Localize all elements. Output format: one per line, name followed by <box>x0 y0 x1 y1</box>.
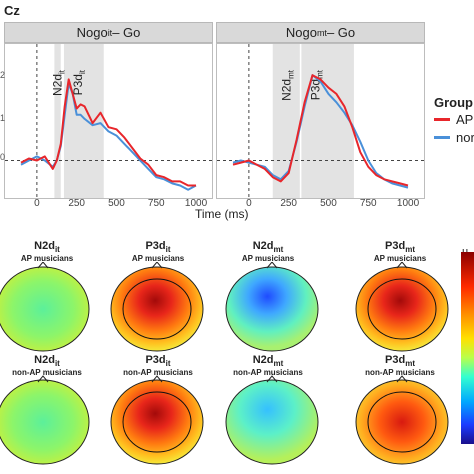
x-tick-label: 750 <box>147 198 165 209</box>
x-tick-label: 500 <box>320 198 337 209</box>
topo-title: P3dit <box>145 354 171 369</box>
topomap <box>0 375 90 465</box>
topomap <box>0 262 90 352</box>
topo-title: P3dmt <box>385 354 415 369</box>
x-tick-label: 250 <box>68 198 85 209</box>
strip-main: Nogo <box>285 25 317 40</box>
topo-title: N2dmt <box>252 354 284 369</box>
strip-sub: mt <box>316 27 327 38</box>
legend-item-ap: AP <box>434 112 473 127</box>
topo-subtitle: AP musicians <box>241 254 295 263</box>
y-tick-label: 2 <box>0 70 6 80</box>
topo-subtitle: AP musicians <box>131 254 185 263</box>
strip-tail: – Go <box>112 25 141 40</box>
legend-label: AP <box>456 112 474 127</box>
strip-main: Nogo <box>76 25 108 40</box>
legend-label: nor <box>456 130 474 145</box>
series-line-ap <box>20 78 196 187</box>
electrode-label: Cz <box>4 3 20 18</box>
topo-title: P3dit <box>145 240 171 255</box>
component-label: N2dmt <box>279 69 295 101</box>
erp-plot-mt: N2dmt P3dmt <box>217 44 424 198</box>
legend-swatch <box>434 118 450 121</box>
x-axis-label: Time (ms) <box>195 207 249 221</box>
x-tick-label: 0 <box>34 198 40 209</box>
erp-panel-it: N2dit P3dit <box>4 43 213 199</box>
topomap <box>355 375 449 465</box>
y-tick-label: 1 <box>0 113 6 123</box>
legend-swatch <box>434 136 450 139</box>
legend-title: Group <box>434 95 473 110</box>
topo-subtitle: AP musicians <box>20 254 74 263</box>
topomap-grid <box>0 262 449 465</box>
topomap <box>355 262 449 352</box>
topomap <box>110 375 204 465</box>
topo-title: N2dmt <box>252 240 284 255</box>
topo-title: N2dit <box>34 240 60 255</box>
x-tick-label: 1000 <box>396 198 420 209</box>
component-label: P3dmt <box>308 69 324 100</box>
topomap <box>225 375 319 465</box>
erp-panel-mt: N2dmt P3dmt <box>216 43 425 199</box>
component-label: P3dit <box>71 69 87 95</box>
colorbar <box>461 252 474 444</box>
component-window <box>54 44 61 198</box>
x-tick-label: 250 <box>280 198 297 209</box>
component-window <box>63 44 104 198</box>
x-tick-label: 500 <box>108 198 125 209</box>
topo-subtitle: non-AP musicians <box>123 368 193 377</box>
topo-title: P3dmt <box>385 240 415 255</box>
series-line-nor <box>20 82 197 191</box>
topo-subtitle: non-AP musicians <box>365 368 435 377</box>
strip-sub: it <box>107 27 113 38</box>
x-tick-label: 0 <box>246 198 252 209</box>
strip-tail: – Go <box>326 25 356 40</box>
topo-subtitle: AP musicians <box>373 254 427 263</box>
x-tick-label: 750 <box>359 198 377 209</box>
topomap <box>110 262 204 352</box>
series-line-nor <box>232 74 409 189</box>
legend-item-non-ap: nor <box>434 130 474 145</box>
y-tick-label: 0 <box>0 152 6 162</box>
topo-subtitle: non-AP musicians <box>12 368 82 377</box>
topo-title: N2dit <box>34 354 60 369</box>
topomap <box>225 262 319 352</box>
x-tick-label: 1000 <box>184 198 208 209</box>
component-window <box>301 44 354 198</box>
panel-strip-mt: Nogo mt – Go <box>216 22 425 43</box>
topo-subtitle: non-AP musicians <box>233 368 303 377</box>
panel-strip-it: Nogo it – Go <box>4 22 213 43</box>
series-line-ap <box>232 74 409 187</box>
component-label: N2dit <box>51 69 67 96</box>
